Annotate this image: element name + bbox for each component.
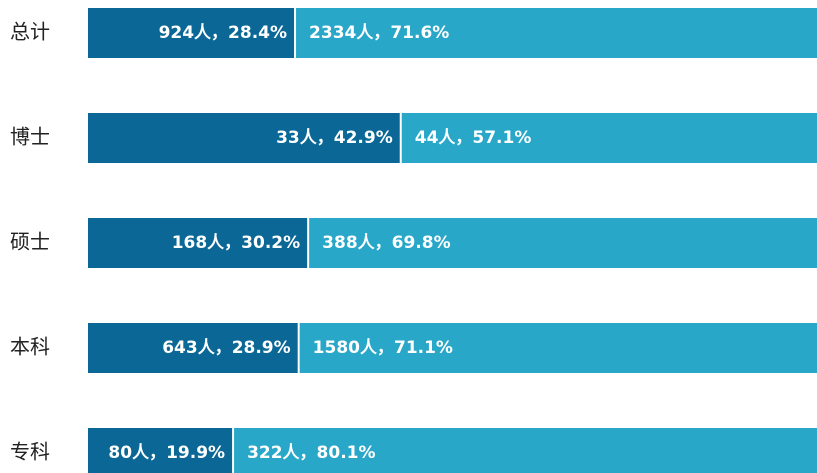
value-label: 924人，28.4% bbox=[159, 23, 287, 43]
category-label: 本科 bbox=[10, 335, 50, 359]
value-label: 643人，28.9% bbox=[162, 338, 290, 358]
category-label: 硕士 bbox=[10, 230, 50, 254]
value-label: 44人，57.1% bbox=[415, 128, 532, 148]
bar-segment bbox=[298, 323, 817, 373]
value-label: 33人，42.9% bbox=[276, 128, 393, 148]
category-label: 专科 bbox=[10, 440, 50, 464]
value-label: 168人，30.2% bbox=[172, 233, 300, 253]
value-label: 1580人，71.1% bbox=[313, 338, 453, 358]
bar-segment bbox=[295, 8, 817, 58]
bar-segment bbox=[88, 218, 309, 268]
category-label: 博士 bbox=[10, 125, 50, 149]
value-label: 322人，80.1% bbox=[247, 443, 375, 463]
value-label: 2334人，71.6% bbox=[309, 23, 449, 43]
bar-segment bbox=[88, 113, 401, 163]
bar-segment bbox=[88, 428, 234, 473]
category-label: 总计 bbox=[10, 20, 50, 44]
value-label: 80人，19.9% bbox=[108, 443, 225, 463]
bar-segment bbox=[400, 113, 817, 163]
bar-segment bbox=[88, 323, 299, 373]
bar-segment bbox=[88, 8, 296, 58]
bar-segment bbox=[233, 428, 817, 473]
value-label: 388人，69.8% bbox=[322, 233, 450, 253]
bar-segment bbox=[308, 218, 817, 268]
